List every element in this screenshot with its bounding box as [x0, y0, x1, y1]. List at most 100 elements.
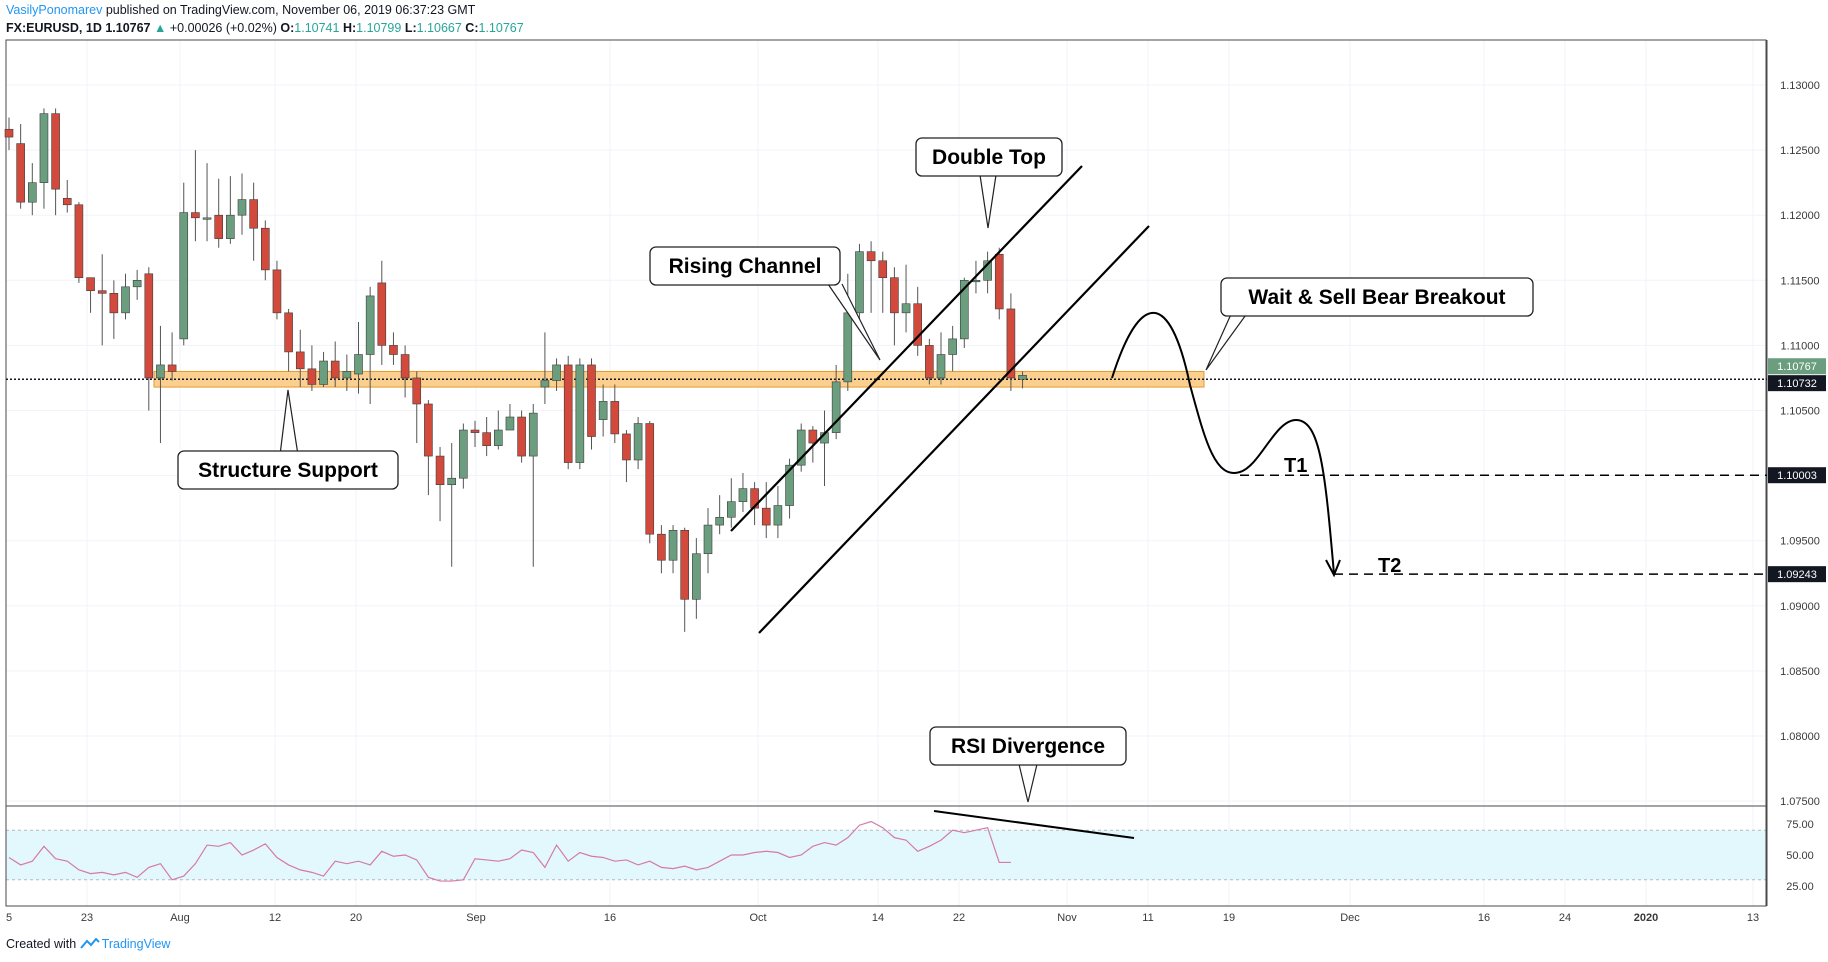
- candle-up: [726, 501, 736, 518]
- candle-down: [645, 423, 655, 535]
- structure-support-pointer: [279, 389, 299, 456]
- high-value: 1.10799: [356, 21, 402, 35]
- low-value: 1.10667: [416, 21, 462, 35]
- t2-price-tag-bg: [1768, 566, 1826, 583]
- time-tick-label: 11: [1142, 912, 1153, 924]
- candle-up: [738, 488, 748, 502]
- time-tick-label: 22: [953, 912, 965, 924]
- tradingview-logo-icon: [79, 938, 100, 949]
- candle-down: [750, 488, 759, 509]
- open-value: 1.10741: [294, 21, 340, 35]
- author-link[interactable]: VasilyPonomarev: [6, 3, 103, 17]
- candle-down: [890, 277, 899, 314]
- price-tick-label: 1.12500: [1780, 145, 1820, 157]
- rsi-tick-label: 25.00: [1786, 881, 1814, 893]
- published-text: published on TradingView.com, November 0…: [105, 3, 476, 17]
- price-tick-label: 1.12000: [1780, 210, 1820, 222]
- candle-up: [598, 401, 608, 420]
- candle-down: [284, 312, 293, 353]
- candle-down: [517, 416, 526, 457]
- wait-sell-pointer: [1205, 311, 1249, 371]
- candle-down: [307, 368, 317, 385]
- candle-up: [575, 364, 585, 463]
- double-top-text: Double Top: [932, 146, 1046, 169]
- time-tick-label: 20: [350, 912, 362, 924]
- price-tick-label: 1.10500: [1780, 406, 1820, 418]
- candle-down: [97, 290, 107, 294]
- candle-down: [4, 128, 14, 138]
- channel-lower-line: [758, 225, 1150, 634]
- rsi-divergence-text: RSI Divergence: [951, 735, 1105, 758]
- price-tick-label: 1.08500: [1780, 666, 1820, 678]
- tradingview-brand[interactable]: TradingView: [101, 937, 171, 951]
- candle-up: [855, 251, 864, 314]
- candle-up: [552, 364, 561, 381]
- candle-up: [202, 217, 212, 220]
- candle-up: [365, 295, 375, 355]
- channel-upper-line: [730, 165, 1083, 532]
- low-label: L:: [404, 21, 417, 35]
- candle-down: [86, 277, 95, 292]
- structure-support-box-fill: [179, 452, 397, 488]
- support-price-tag-bg: [1768, 375, 1826, 392]
- candle-up: [843, 312, 853, 383]
- candle-up: [831, 381, 841, 433]
- candle-up: [132, 279, 142, 288]
- candle-up: [27, 182, 37, 203]
- candle-down: [109, 293, 119, 314]
- candle-down: [74, 204, 84, 278]
- price-tick-label: 1.07500: [1780, 796, 1820, 808]
- time-tick-label: 16: [1478, 912, 1490, 924]
- time-tick-label: 14: [872, 912, 884, 924]
- candle-up: [459, 429, 468, 479]
- rsi-divergence-box-fill: [931, 728, 1125, 764]
- time-tick-label: Sep: [466, 912, 486, 924]
- candle-down: [272, 269, 282, 314]
- candle-down: [587, 364, 596, 437]
- candle-up: [796, 429, 806, 466]
- price-tick-label: 1.11000: [1781, 340, 1820, 352]
- wait-sell-text: Wait & Sell Bear Breakout: [1248, 286, 1505, 309]
- time-tick-label: 2020: [1634, 912, 1658, 924]
- candle-down: [913, 303, 923, 346]
- publish-header: VasilyPonomarev published on TradingView…: [6, 3, 475, 17]
- structure-support-text: Structure Support: [198, 459, 378, 482]
- candle-down: [424, 403, 433, 457]
- candle-up: [948, 338, 957, 355]
- candle-up: [773, 505, 783, 526]
- candle-up: [715, 516, 724, 526]
- rsi-band: [6, 830, 1766, 880]
- time-tick-label: 16: [604, 912, 616, 924]
- candle-up: [121, 286, 130, 314]
- t1-price-tag-bg: [1768, 467, 1826, 484]
- candle-up: [901, 303, 911, 314]
- candle-down: [482, 432, 491, 446]
- candle-up: [703, 524, 713, 555]
- candle-up: [983, 260, 992, 281]
- time-tick-label: 12: [269, 912, 281, 924]
- time-tick-label: 19: [1223, 912, 1235, 924]
- candle-down: [808, 429, 818, 444]
- t2-label: T2: [1378, 555, 1401, 577]
- candle-up: [179, 212, 189, 340]
- candle-down: [878, 260, 888, 278]
- candle-down: [214, 214, 223, 239]
- candle-down: [761, 507, 771, 526]
- candle-down: [994, 253, 1004, 310]
- candle-up: [540, 380, 550, 388]
- candle-up: [447, 477, 457, 486]
- candle-down: [866, 251, 876, 262]
- t1-label: T1: [1284, 455, 1307, 477]
- candle-up: [1018, 375, 1027, 380]
- candle-up: [342, 371, 352, 379]
- close-label: C:: [465, 21, 479, 35]
- candle-up: [319, 360, 328, 385]
- candle-down: [622, 433, 631, 461]
- candle-up: [493, 429, 503, 446]
- rsi-tick-label: 50.00: [1786, 850, 1814, 862]
- time-tick-label: 13: [1747, 912, 1759, 924]
- time-tick-label: Nov: [1057, 912, 1077, 924]
- candle-down: [16, 143, 25, 203]
- current-price-tag-bg: [1768, 358, 1826, 375]
